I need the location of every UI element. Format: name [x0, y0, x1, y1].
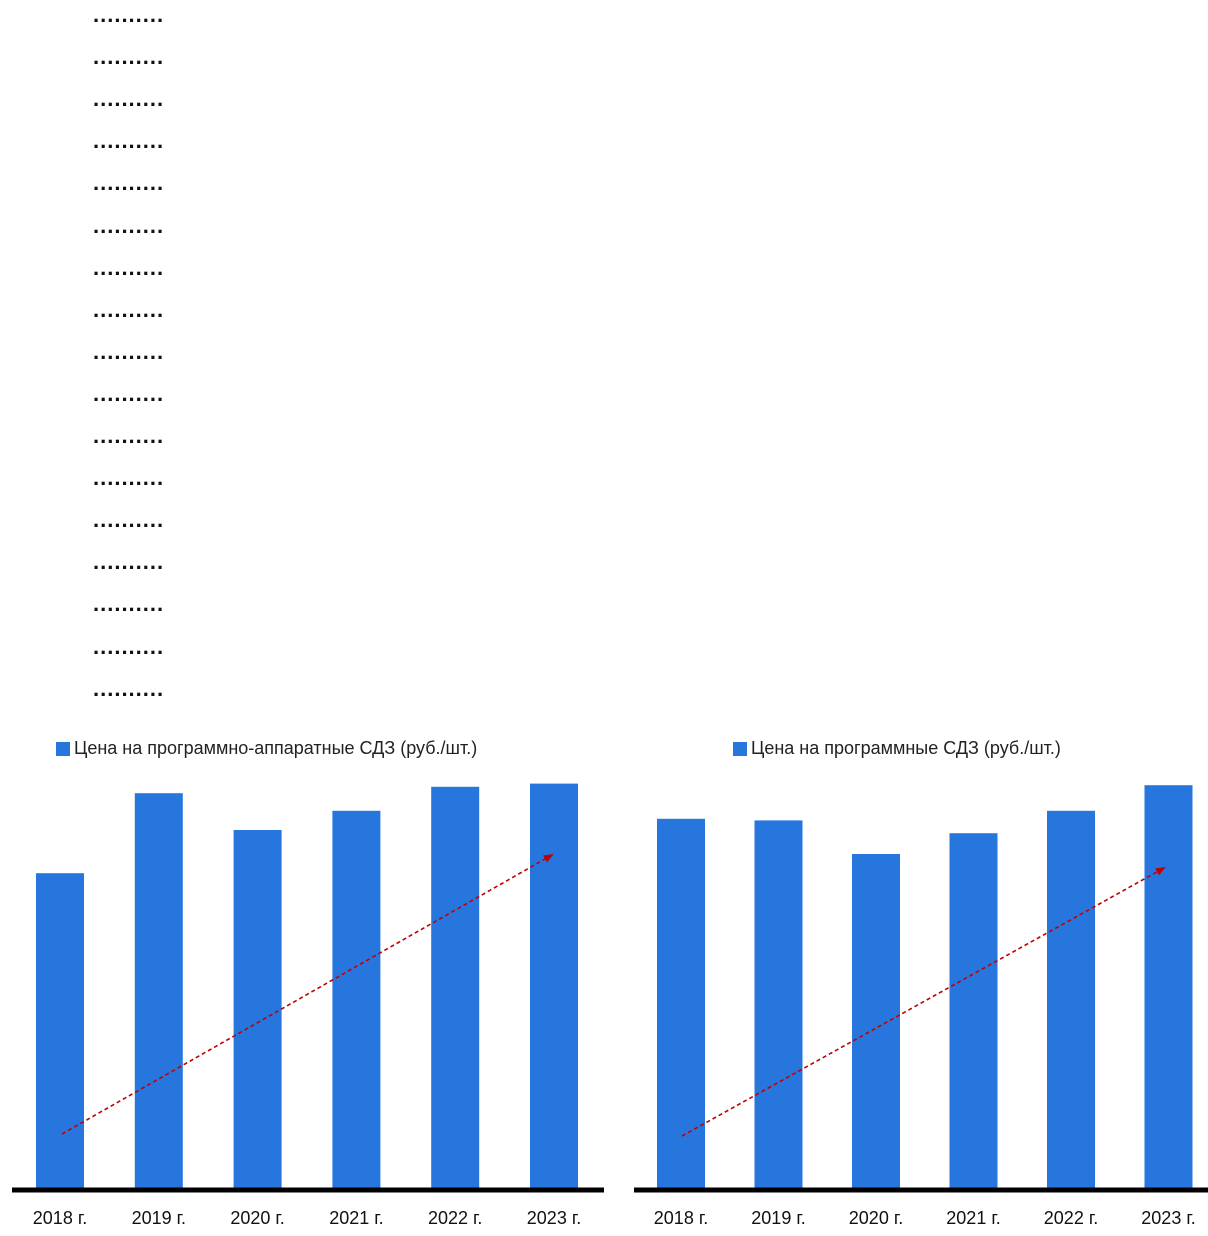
filler-dots-line: ..........: [93, 591, 165, 617]
x-tick-label: 2021 г.: [946, 1208, 1000, 1228]
filler-dots-line: ..........: [93, 338, 165, 364]
x-tick-label: 2023 г.: [527, 1208, 581, 1228]
x-tick-label: 2022 г.: [1044, 1208, 1098, 1228]
bar: [949, 833, 998, 1190]
bar: [852, 854, 900, 1190]
x-tick-label: 2020 г.: [230, 1208, 284, 1228]
bar: [36, 873, 84, 1190]
bar: [431, 786, 480, 1190]
x-tick-label: 2021 г.: [329, 1208, 383, 1228]
filler-dots-line: ..........: [93, 549, 165, 575]
filler-dots-line: ..........: [93, 465, 165, 491]
filler-dots-line: ..........: [93, 170, 165, 196]
bar: [233, 830, 282, 1190]
filler-dots-line: ..........: [93, 675, 165, 701]
bar-chart-1: 2018 г. 2019 г. 2020 г. 2021 г. 2022 г. 2023 …: [12, 783, 604, 1228]
bar: [134, 793, 183, 1190]
legend-hardware-software: Цена на программно-аппаратные СДЗ (руб./…: [56, 738, 477, 759]
legend-label: Цена на программные СДЗ (руб./шт.): [751, 738, 1061, 758]
bar: [754, 820, 803, 1190]
bar: [1144, 785, 1193, 1190]
bar: [332, 810, 381, 1190]
x-tick-label: 2019 г.: [132, 1208, 186, 1228]
legend-software: Цена на программные СДЗ (руб./шт.): [733, 738, 1061, 759]
x-tick-label: 2019 г.: [751, 1208, 805, 1228]
x-tick-label: 2020 г.: [849, 1208, 903, 1228]
legend-swatch: [56, 741, 70, 756]
x-tick-label: 2023 г.: [1141, 1208, 1195, 1228]
bar: [1047, 810, 1095, 1190]
filler-dots-line: ..........: [93, 423, 165, 448]
filler-dots-line: ..........: [93, 2, 165, 27]
trend-arrow: [61, 854, 554, 1135]
legend-label: Цена на программно-аппаратные СДЗ (руб./…: [74, 738, 478, 758]
x-tick-label: 2018 г.: [654, 1208, 708, 1228]
filler-dots-line: ..........: [93, 86, 165, 112]
filler-dots-line: ..........: [93, 128, 165, 154]
filler-dots-line: ..........: [93, 212, 165, 238]
filler-dots-line: ..........: [93, 507, 165, 533]
legend-swatch: [733, 741, 747, 756]
trend-arrow: [681, 867, 1166, 1137]
filler-dots-line: ..........: [93, 380, 165, 406]
bar: [530, 783, 578, 1190]
x-tick-label: 2018 г.: [33, 1208, 87, 1228]
filler-dots-line: ..........: [93, 633, 165, 659]
filler-dots-line: ..........: [93, 254, 165, 280]
bar-chart-2: 2018 г. 2019 г. 2020 г. 2021 г. 2022 г. 2023 …: [634, 785, 1208, 1228]
x-tick-label: 2022 г.: [428, 1208, 482, 1228]
filler-dots-line: ..........: [93, 296, 165, 322]
bar: [657, 818, 705, 1190]
filler-dots-line: ..........: [93, 44, 165, 70]
